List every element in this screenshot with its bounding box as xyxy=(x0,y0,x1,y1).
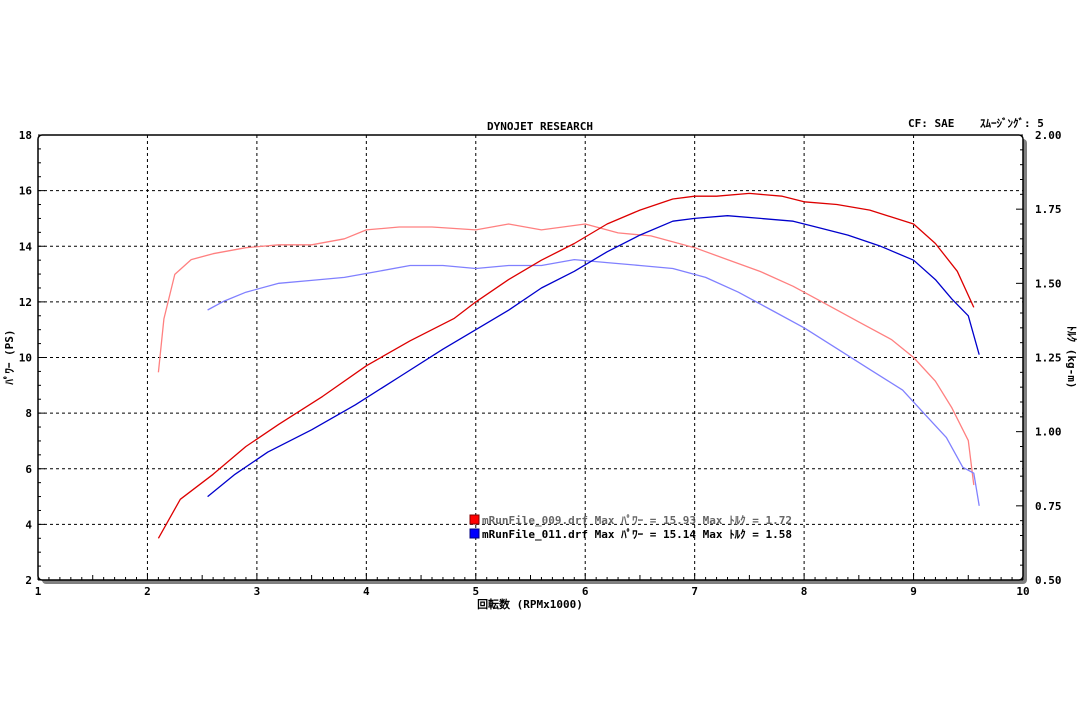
y2-tick-label: 1.75 xyxy=(1035,203,1062,216)
y2-axis-label: ﾄﾙｸ (kg-m) xyxy=(1065,326,1078,389)
minor-ticks xyxy=(37,134,1024,581)
chart-title: DYNOJET RESEARCH xyxy=(487,120,593,133)
x-tick-label: 7 xyxy=(691,585,698,598)
y2-tick-label: 2.00 xyxy=(1035,129,1062,142)
y-tick-label: 6 xyxy=(25,463,32,476)
x-tick-label: 8 xyxy=(801,585,808,598)
y2-tick-label: 1.50 xyxy=(1035,277,1062,290)
y-tick-label: 10 xyxy=(19,352,32,365)
tick-labels: 1 2 3 4 5 6 7 8 9 10246810121416180.500.751.001.2… xyxy=(19,129,1062,598)
correction-factor: CF: SAE xyxy=(908,117,954,130)
y-tick-label: 16 xyxy=(19,185,33,198)
smoothing-label: ｽﾑｰｼﾞﾝｸﾞ: 5 xyxy=(980,116,1044,130)
x-tick-label: 1 xyxy=(35,585,42,598)
legend-swatch-red xyxy=(469,514,480,525)
series-line-torque-011 xyxy=(207,258,980,506)
y2-tick-label: 1.00 xyxy=(1035,426,1062,439)
x-tick-label: 9 xyxy=(910,585,917,598)
x-tick-label: 5 xyxy=(472,585,479,598)
y-tick-label: 14 xyxy=(19,240,33,253)
y-tick-label: 8 xyxy=(25,407,32,420)
series-layer xyxy=(157,192,980,539)
y-axis-label: ﾊﾟﾜｰ (PS) xyxy=(2,329,16,385)
legend-swatch-blue xyxy=(469,528,480,539)
x-tick-label: 6 xyxy=(582,585,589,598)
x-tick-label: 3 xyxy=(254,585,261,598)
y2-tick-label: 0.75 xyxy=(1035,500,1062,513)
x-tick-label: 10 xyxy=(1016,585,1029,598)
y-tick-label: 2 xyxy=(25,574,32,587)
series-line-power-009 xyxy=(157,192,975,539)
legend-entry-009: mRunFile_009.drf Max ﾊﾟﾜｰ = 15.93 Max ﾄﾙ… xyxy=(482,513,792,527)
y2-tick-label: 1.25 xyxy=(1035,352,1062,365)
legend-entry-011: mRunFile_011.drf Max ﾊﾟﾜｰ = 15.14 Max ﾄﾙ… xyxy=(482,527,792,541)
series-line-power-011 xyxy=(207,215,980,498)
y-tick-label: 12 xyxy=(19,296,32,309)
y-tick-label: 18 xyxy=(19,129,32,142)
legend: mRunFile_009.drf Max ﾊﾟﾜｰ = 15.93 Max ﾄﾙ… xyxy=(469,513,792,541)
grid xyxy=(38,135,1023,580)
y-tick-label: 4 xyxy=(25,518,32,531)
x-axis-label: 回転数 (RPMx1000) xyxy=(477,597,583,611)
y2-tick-label: 0.50 xyxy=(1035,574,1062,587)
x-tick-label: 2 xyxy=(144,585,151,598)
x-tick-label: 4 xyxy=(363,585,370,598)
series-line-torque-009 xyxy=(157,223,975,486)
